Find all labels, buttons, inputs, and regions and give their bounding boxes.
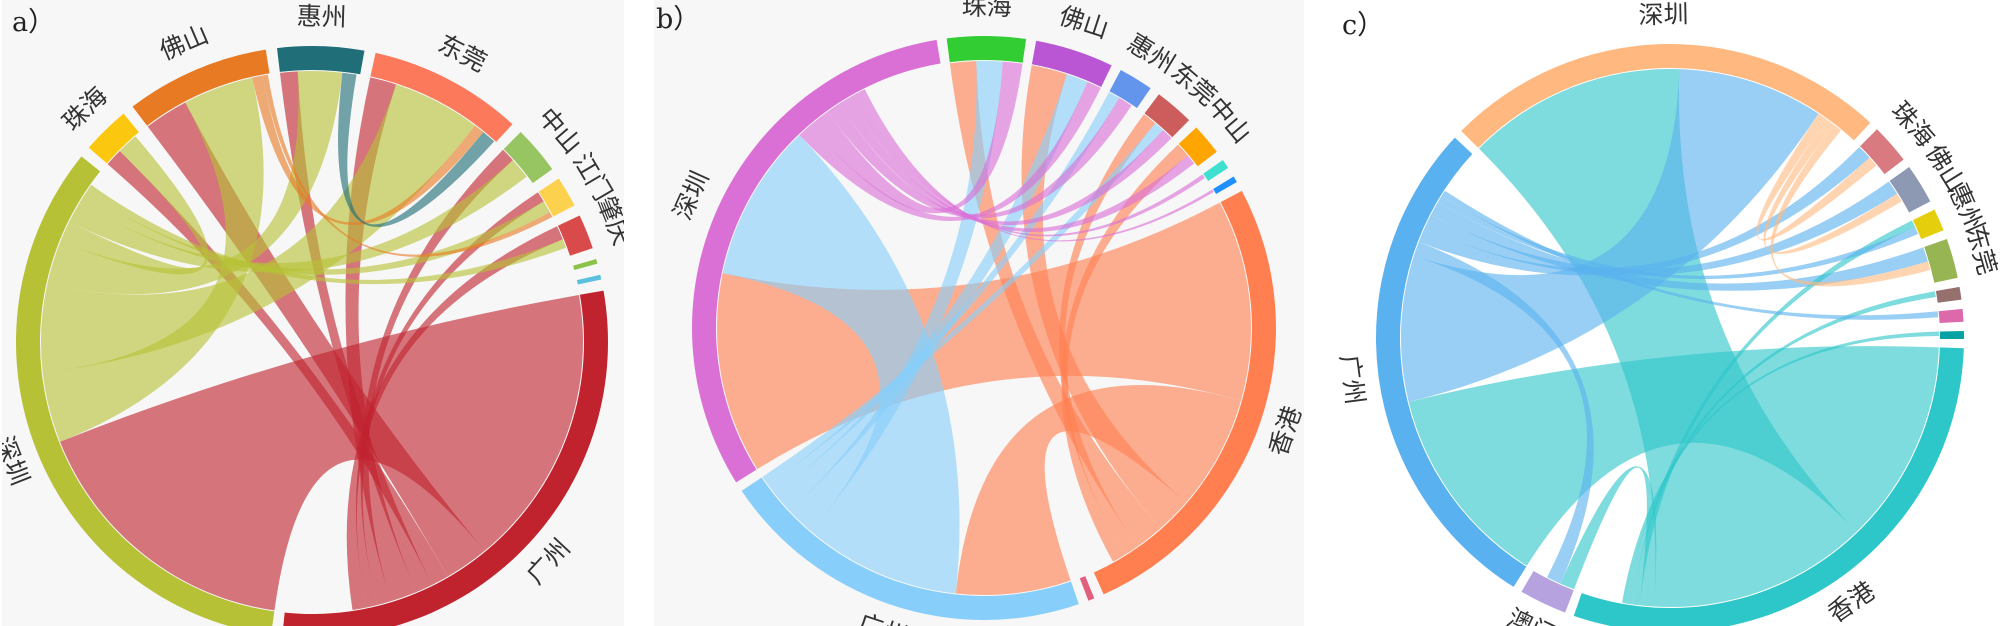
chord-ribbon-16: [858, 90, 1205, 237]
chord-ribbon-7: [789, 60, 1003, 532]
chord-ribbon-5: [360, 149, 513, 606]
chord-arc-中山: [1178, 127, 1217, 167]
chord-arc-1: [1079, 576, 1095, 601]
chord-panel-b: 香港广州深圳珠海佛山惠州东莞中山 b）: [654, 0, 1304, 626]
chord-arc-广州: [283, 290, 608, 626]
chord-ribbon-16: [338, 72, 495, 228]
chord-ribbon-10: [47, 71, 343, 295]
chord-arc-10: [576, 274, 602, 285]
chord-arc-香港: [1093, 190, 1276, 595]
panel-label-c: c）: [1342, 10, 1384, 41]
chord-ribbon-14: [839, 97, 1172, 226]
chord-arc-佛山: [132, 49, 270, 126]
chord-arc-深圳: [692, 39, 941, 483]
chord-label-广州: 广州: [1335, 353, 1370, 406]
chord-ribbon-1: [955, 385, 1241, 595]
chord-chart-b: 香港广州深圳珠海佛山惠州东莞中山 b）: [654, 0, 1304, 626]
chord-chart-c: 香港澳门广州深圳珠海佛山惠州东莞 c）: [1326, 0, 2006, 626]
chord-ribbon-0: [60, 294, 584, 611]
chord-arc-佛山: [1031, 40, 1112, 87]
chord-arc-惠州: [1109, 69, 1151, 108]
chord-ribbon-15: [1770, 124, 1931, 287]
chord-arc-珠海: [88, 113, 139, 164]
chord-ribbon-8: [775, 74, 1088, 512]
chord-ribbon-8: [42, 77, 264, 442]
chord-ribbon-11: [799, 81, 1101, 222]
chord-ribbon-12: [810, 61, 1023, 214]
chord-arc-香港: [1573, 347, 1964, 626]
chord-arc-惠州: [1912, 209, 1944, 240]
chord-ribbon-3: [279, 71, 433, 593]
panel-label-a: a）: [12, 7, 55, 38]
chord-arcs-c: [1376, 44, 1964, 626]
chord-arc-10: [1939, 330, 1964, 340]
chord-arc-8: [1935, 286, 1962, 303]
chord-arcs-b: [692, 36, 1276, 620]
chord-arc-深圳: [1461, 44, 1871, 148]
chord-ribbon-3: [1560, 466, 1657, 607]
chord-ribbons-b: [717, 60, 1251, 595]
chord-ribbon-1: [1478, 69, 1857, 608]
chord-arc-东莞: [370, 52, 513, 142]
chord-label-珠海: 珠海: [962, 0, 1012, 21]
chord-arc-10: [1213, 176, 1237, 194]
chord-ribbon-15: [849, 92, 1195, 232]
chord-arcs-a: [16, 46, 608, 626]
chord-ribbon-6: [722, 135, 960, 594]
chord-ribbon-9: [1763, 119, 1902, 254]
chord-panel-c: 香港澳门广州深圳珠海佛山惠州东莞 c）: [1326, 0, 2006, 626]
chord-arc-澳门: [1521, 570, 1574, 613]
chord-ribbon-0: [1408, 346, 1939, 566]
chord-ribbon-2: [1021, 65, 1187, 529]
chord-label-深圳: 深圳: [1638, 0, 1689, 30]
chord-ribbon-11: [60, 136, 209, 275]
chord-arc-9: [1203, 159, 1229, 182]
chord-arc-广州: [741, 477, 1079, 620]
chord-arc-肇庆: [557, 215, 593, 256]
chord-ribbons-c: [1401, 69, 1939, 608]
chord-arc-江门: [538, 178, 575, 217]
panel-label-b: b）: [656, 4, 700, 35]
chord-arc-东莞: [1924, 238, 1958, 283]
chord-ribbon-2: [1401, 69, 1819, 402]
chord-arc-惠州: [277, 46, 365, 75]
chord-ribbon-0: [717, 202, 1251, 470]
chord-arc-珠海: [1860, 129, 1904, 175]
chord-arc-广州: [1376, 137, 1527, 587]
chord-arc-东莞: [1144, 94, 1190, 138]
chord-ribbon-8: [1756, 113, 1877, 241]
chord-ribbon-3: [949, 61, 1161, 547]
chord-arc-中山: [503, 132, 553, 184]
chord-arc-深圳: [16, 156, 275, 626]
chord-arc-9: [573, 258, 598, 271]
chord-arc-佛山: [1889, 166, 1931, 213]
chord-arc-9: [1938, 308, 1964, 324]
chord-ribbons-a: [41, 71, 584, 611]
chord-ribbon-13: [827, 97, 1132, 219]
chord-ribbon-4: [1413, 242, 1594, 584]
chord-ribbon-9: [41, 84, 475, 373]
chord-ribbon-15: [252, 75, 484, 226]
chord-panel-a: 广州 深圳 珠海 佛山 惠州 东莞 中山 江门 肇庆 a）: [2, 0, 624, 626]
chord-ribbon-2: [107, 150, 448, 585]
chord-arc-珠海: [946, 36, 1027, 63]
chord-label-惠州: 惠州: [296, 1, 347, 31]
